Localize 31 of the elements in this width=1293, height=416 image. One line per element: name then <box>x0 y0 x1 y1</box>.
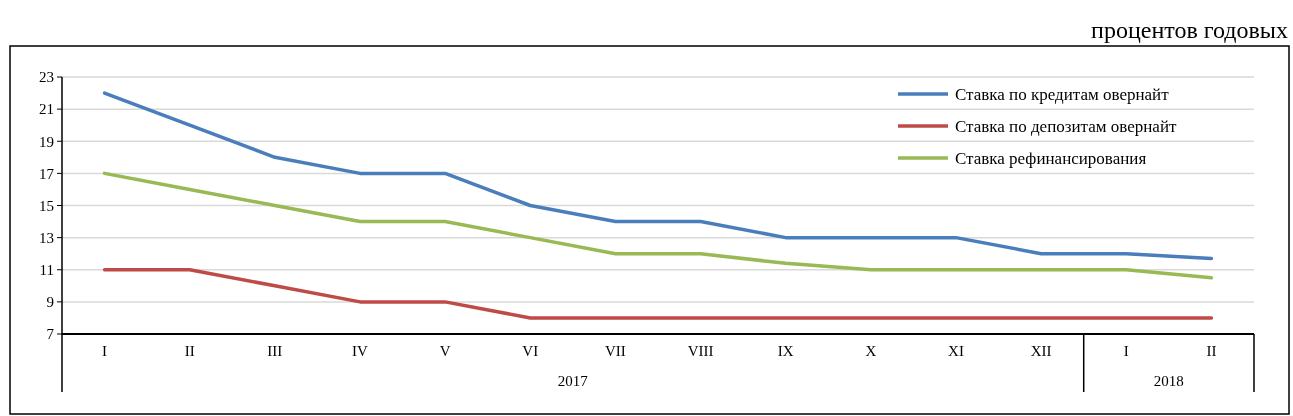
legend-label: Ставка по кредитам овернайт <box>955 84 1170 104</box>
y-tick-label: 19 <box>39 133 54 150</box>
x-tick-label: I <box>102 343 108 359</box>
x-tick-label: IV <box>352 343 369 359</box>
y-tick-label: 23 <box>39 69 54 86</box>
x-tick-label: XII <box>1030 343 1052 359</box>
chart-subtitle: процентов годовых <box>1091 17 1288 43</box>
y-tick-label: 13 <box>39 229 54 246</box>
x-tick-label: II <box>184 343 195 359</box>
y-tick-label: 7 <box>46 326 55 343</box>
legend-label: Ставка рефинансирования <box>955 148 1147 168</box>
x-tick-label: I <box>1123 343 1129 359</box>
x-tick-label: II <box>1206 343 1217 359</box>
x-tick-label: IX <box>777 343 794 359</box>
x-tick-label: VIII <box>687 343 714 359</box>
y-tick-label: 11 <box>39 262 54 278</box>
line-series <box>102 268 1214 320</box>
x-tick-label: VII <box>605 343 626 359</box>
legend-label: Ставка по депозитам овернайт <box>955 116 1177 136</box>
x-tick-label: X <box>865 343 877 359</box>
x-tick-label: XI <box>948 343 964 359</box>
y-tick-label: 9 <box>46 294 54 311</box>
x-tick-label: III <box>267 343 283 359</box>
line-series <box>102 171 1214 280</box>
y-tick-label: 17 <box>39 165 55 182</box>
text: 2018 <box>1153 373 1184 389</box>
text: 2017 <box>557 373 589 389</box>
y-tick-label: 15 <box>39 197 54 214</box>
x-tick-label: V <box>439 343 451 359</box>
x-tick-label: VI <box>522 343 539 359</box>
y-tick-label: 21 <box>39 101 54 118</box>
